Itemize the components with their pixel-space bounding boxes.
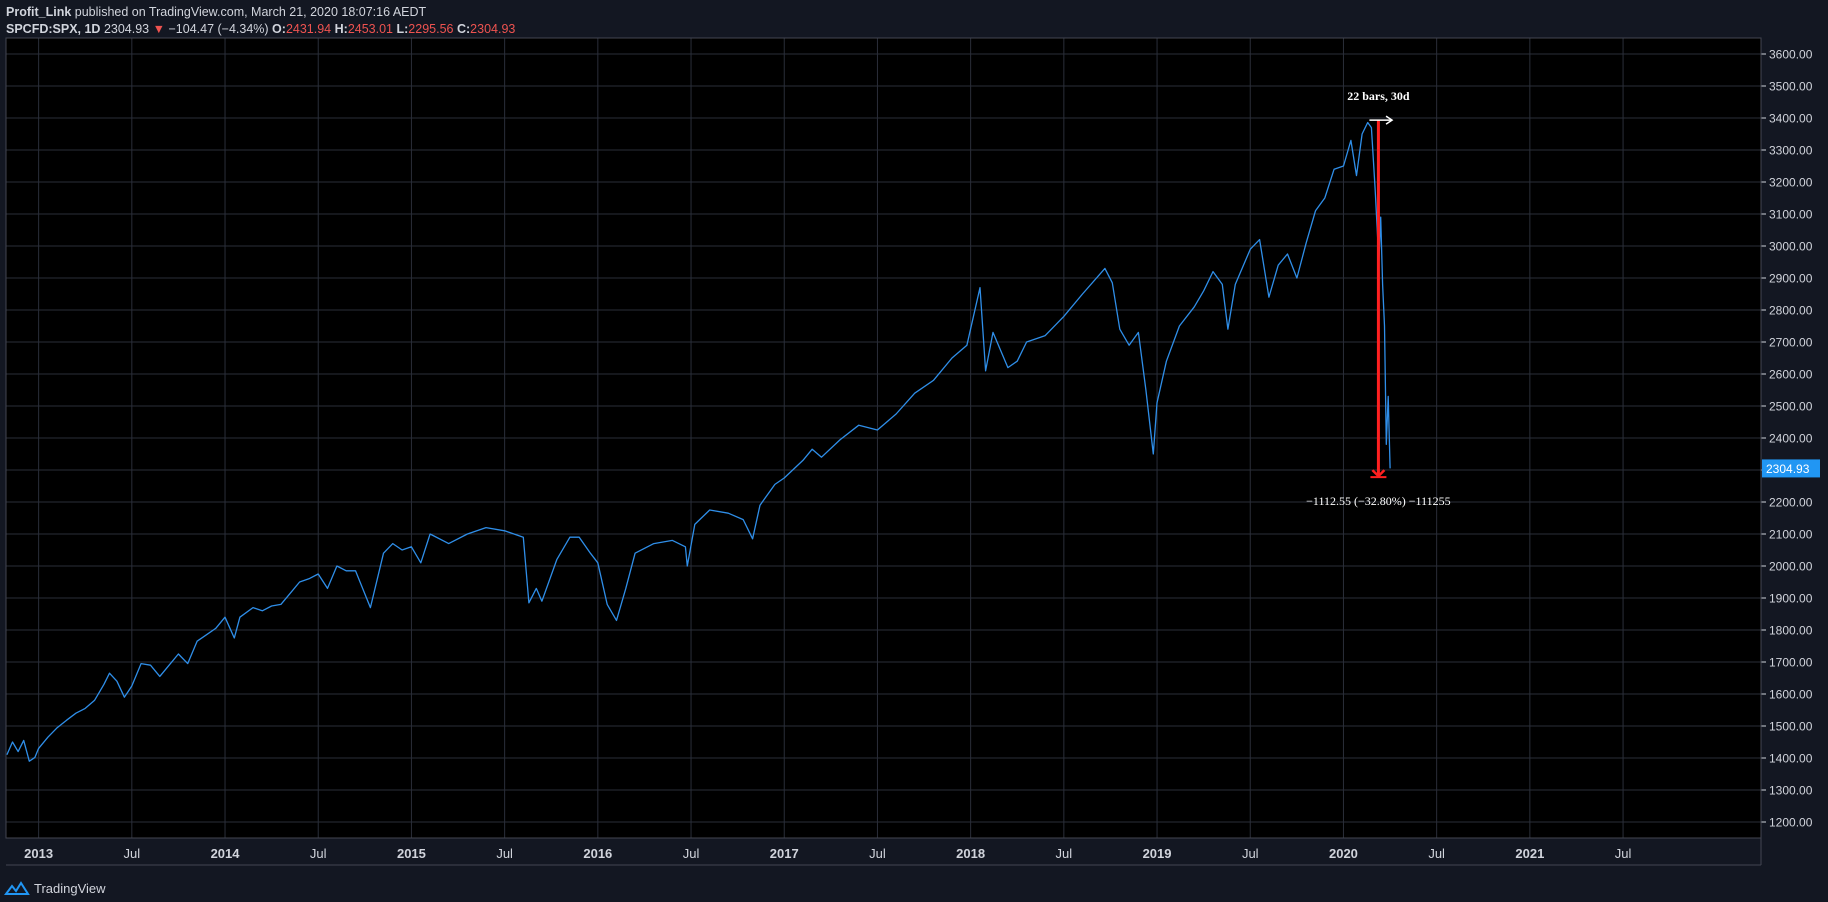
x-tick-label: 2020 [1329, 846, 1358, 861]
last-price-tag-label: 2304.93 [1766, 462, 1810, 476]
footer: TradingView [4, 880, 106, 896]
y-tick-label: 1400.00 [1769, 752, 1813, 766]
x-tick-label: 2014 [211, 846, 241, 861]
x-tick-label: Jul [496, 846, 513, 861]
x-tick-label: 2021 [1515, 846, 1544, 861]
x-tick-label: Jul [869, 846, 886, 861]
y-tick-label: 1600.00 [1769, 688, 1813, 702]
measure-bottom-label: −1112.55 (−32.80%) −111255 [1306, 494, 1451, 508]
y-tick-label: 2800.00 [1769, 304, 1813, 318]
x-tick-label: Jul [1428, 846, 1445, 861]
brand-name[interactable]: TradingView [34, 881, 106, 896]
x-tick-label: 2013 [24, 846, 53, 861]
measure-top-label: 22 bars, 30d [1347, 89, 1410, 103]
x-tick-label: Jul [683, 846, 700, 861]
y-tick-label: 1700.00 [1769, 656, 1813, 670]
y-tick-label: 2100.00 [1769, 528, 1813, 542]
y-tick-label: 1800.00 [1769, 624, 1813, 638]
x-tick-label: 2019 [1143, 846, 1172, 861]
y-tick-label: 3400.00 [1769, 112, 1813, 126]
x-tick-label: 2017 [770, 846, 799, 861]
y-tick-label: 2400.00 [1769, 432, 1813, 446]
y-tick-label: 3500.00 [1769, 80, 1813, 94]
x-tick-label: Jul [1056, 846, 1073, 861]
y-tick-label: 1900.00 [1769, 592, 1813, 606]
y-tick-label: 2500.00 [1769, 400, 1813, 414]
y-tick-label: 1500.00 [1769, 720, 1813, 734]
x-tick-label: Jul [310, 846, 327, 861]
x-tick-label: 2016 [583, 846, 612, 861]
y-tick-label: 3600.00 [1769, 48, 1813, 62]
y-tick-label: 2000.00 [1769, 560, 1813, 574]
y-tick-label: 3200.00 [1769, 176, 1813, 190]
y-tick-label: 1200.00 [1769, 816, 1813, 830]
y-tick-label: 3000.00 [1769, 240, 1813, 254]
x-tick-label: 2018 [956, 846, 985, 861]
x-tick-label: Jul [1615, 846, 1632, 861]
y-tick-label: 2600.00 [1769, 368, 1813, 382]
y-tick-label: 3300.00 [1769, 144, 1813, 158]
y-tick-label: 2200.00 [1769, 496, 1813, 510]
x-tick-label: 2015 [397, 846, 426, 861]
x-tick-label: Jul [1242, 846, 1259, 861]
y-tick-label: 2700.00 [1769, 336, 1813, 350]
tradingview-logo-icon[interactable] [4, 880, 30, 896]
y-tick-label: 3100.00 [1769, 208, 1813, 222]
y-tick-label: 2900.00 [1769, 272, 1813, 286]
y-tick-label: 1300.00 [1769, 784, 1813, 798]
x-tick-label: Jul [124, 846, 141, 861]
